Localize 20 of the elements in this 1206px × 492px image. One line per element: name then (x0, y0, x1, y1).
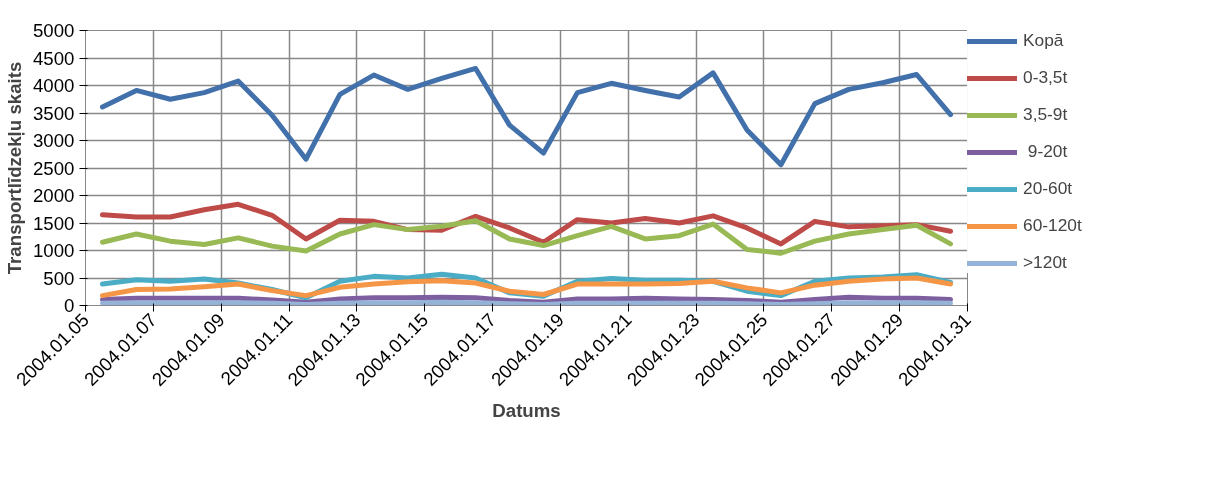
y-tick-label: 1500 (33, 212, 75, 234)
y-tick-label: 4000 (33, 75, 75, 96)
y-axis-title: Transportlīdzekļu skaits (4, 61, 25, 275)
legend-label: Kopā (1023, 30, 1064, 51)
y-tick-label: 4500 (33, 47, 75, 69)
y-tick-label: 1000 (33, 240, 75, 261)
legend-label: 60-120t (1023, 215, 1082, 236)
y-tick-label: 2000 (33, 185, 75, 206)
y-tick-label: 3000 (33, 130, 75, 151)
legend-label: 20-60t (1023, 178, 1073, 199)
legend-label: 0-3,5t (1023, 67, 1068, 88)
y-tick-label: 5000 (33, 20, 75, 41)
legend-label: 9-20t (1026, 141, 1068, 162)
y-tick-label: 500 (43, 267, 75, 289)
y-tick-label: 3500 (33, 102, 75, 124)
legend-label: 3,5-9t (1023, 104, 1068, 125)
y-tick-label: 2500 (33, 157, 75, 179)
x-axis-title: Datums (492, 399, 561, 421)
y-tick-label: 0 (64, 295, 75, 316)
legend-label: >120t (1023, 252, 1067, 273)
